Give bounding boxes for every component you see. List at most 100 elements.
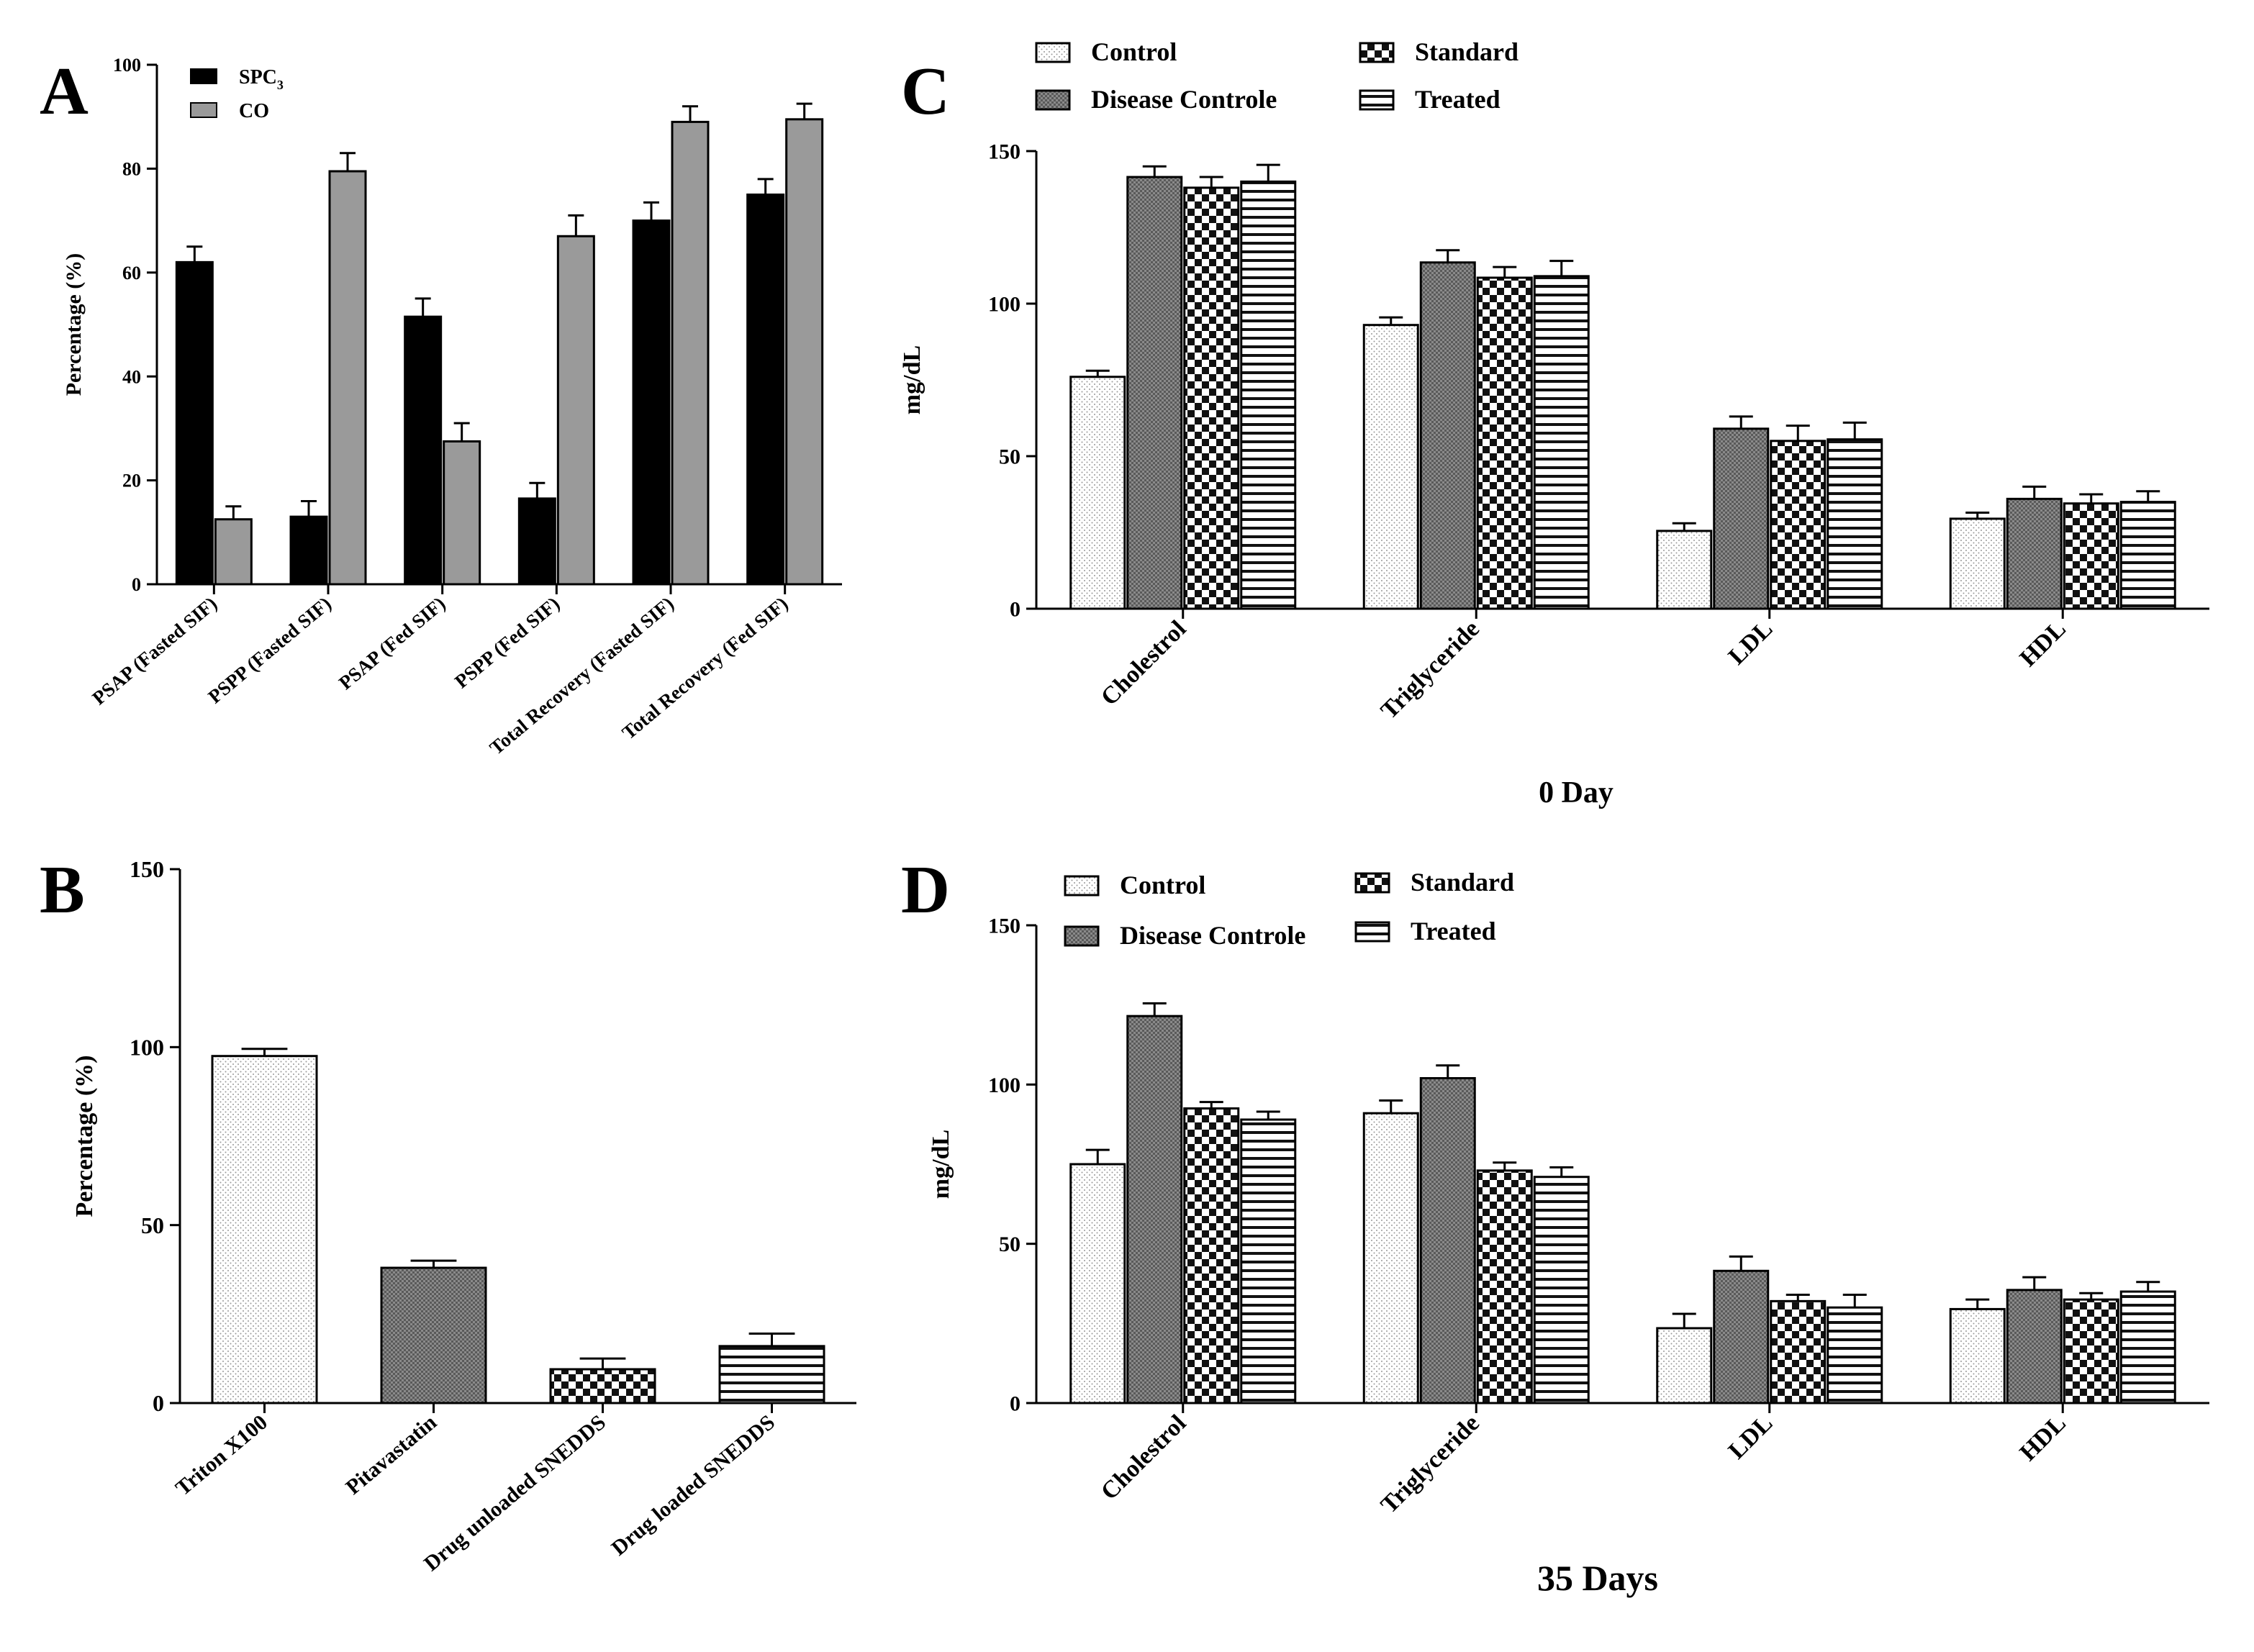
x-tick-label: PSAP (Fasted SIF)	[88, 593, 221, 709]
x-tick-label: Cholestrol	[1096, 615, 1192, 711]
bar-treated-hdl	[2119, 1290, 2176, 1404]
bar-disease-controle-cholestrol	[1126, 176, 1183, 610]
legend-label-control: Control	[1120, 871, 1205, 899]
legend-label-control: Control	[1091, 37, 1177, 66]
bar-control-hdl	[1949, 1307, 2006, 1404]
bar-disease-controle-triglyceride	[1419, 1076, 1476, 1404]
x-tick-label: Total Recovery (Fasted SIF)	[486, 593, 678, 759]
y-tick-label: 100	[113, 55, 141, 76]
bar-control-ldl	[1656, 1327, 1713, 1404]
bar-control-cholestrol	[1069, 376, 1126, 610]
x-tick-label: Triglyceride	[1376, 615, 1485, 724]
bar-co-psap-fed-sif	[443, 440, 481, 586]
x-tick-label: Triton X100	[171, 1410, 272, 1500]
bar-co-psap-fasted-sif	[214, 518, 253, 586]
bar-spc-total-recovery-fed-sif	[746, 194, 785, 586]
y-tick-label: 0	[1010, 1392, 1020, 1416]
x-tick-label: LDL	[1724, 1410, 1778, 1464]
x-axis-title: 35 Days	[1537, 1558, 1658, 1598]
y-tick-label: 150	[130, 856, 164, 882]
y-tick-label: 50	[141, 1212, 164, 1238]
bar-pitavastatin-pitavastatin	[380, 1266, 487, 1404]
legend-swatch-standard	[1359, 42, 1395, 63]
legend-swatch-disease-controle	[1064, 925, 1100, 947]
x-tick-label: PSPP (Fed SIF)	[451, 593, 564, 693]
bar-standard-hdl	[2063, 1298, 2119, 1404]
bar-disease-controle-ldl	[1713, 427, 1770, 610]
bar-treated-ldl	[1827, 438, 1883, 610]
y-tick-label: 0	[153, 1390, 164, 1416]
bar-disease-controle-hdl	[2006, 497, 2063, 610]
x-tick-label: HDL	[2015, 1410, 2071, 1466]
bar-disease-controle-hdl	[2006, 1289, 2063, 1404]
panel-label-b: B	[40, 853, 85, 927]
panel-label-d: D	[901, 853, 950, 927]
chart-panel-b: 0 50 100 150 Percentage (%) Triton X100 Pitava…	[71, 856, 856, 1576]
y-axis-label: Percentage (%)	[62, 253, 86, 396]
bar-control-triglyceride	[1362, 324, 1419, 610]
bar-treated-hdl	[2119, 501, 2176, 610]
legend-label-standard: Standard	[1411, 868, 1514, 897]
legend-swatch-standard	[1354, 872, 1390, 894]
y-tick-label: 100	[988, 293, 1020, 317]
bar-control-ldl	[1656, 530, 1713, 610]
legend-swatch-spc3	[190, 68, 217, 84]
legend-swatch-control	[1035, 42, 1071, 63]
bar-spc-pspp-fed-sif	[517, 497, 556, 586]
y-tick-label: 100	[988, 1074, 1020, 1097]
bar-treated-triglyceride	[1533, 275, 1590, 610]
legend-label-disease-controle: Disease Controle	[1091, 85, 1277, 114]
x-axis-title: 0 Day	[1539, 776, 1613, 809]
bar-spc-pspp-fasted-sif	[289, 515, 328, 586]
bar-standard-triglyceride	[1476, 276, 1533, 610]
panel-label-a: A	[40, 54, 89, 129]
legend-label-standard: Standard	[1415, 37, 1518, 66]
bar-treated-ldl	[1827, 1306, 1883, 1404]
bar-co-pspp-fasted-sif	[328, 170, 367, 586]
bar-spc-psap-fed-sif	[404, 315, 443, 586]
y-tick-label: 40	[122, 366, 141, 387]
bar-standard-ldl	[1770, 440, 1827, 610]
y-tick-label: 60	[122, 263, 141, 283]
y-tick-label: 150	[988, 140, 1020, 164]
bar-standard-triglyceride	[1476, 1169, 1533, 1404]
y-tick-label: 0	[1010, 598, 1020, 622]
x-tick-label: PSAP (Fed SIF)	[335, 593, 449, 694]
legend-label-co: CO	[239, 100, 269, 122]
bar-standard-cholestrol	[1183, 186, 1240, 610]
bar-control-cholestrol	[1069, 1163, 1126, 1404]
bar-disease-controle-triglyceride	[1419, 261, 1476, 610]
x-tick-label: Triglyceride	[1376, 1410, 1485, 1518]
legend-swatch-control	[1064, 875, 1100, 897]
y-tick-label: 20	[122, 471, 141, 491]
bar-standard-cholestrol	[1183, 1107, 1240, 1404]
y-axis-label: Percentage (%)	[71, 1056, 98, 1217]
y-axis-label: mg/dL	[928, 1130, 954, 1199]
legend-label-treated: Treated	[1411, 917, 1496, 945]
bar-disease-controle-cholestrol	[1126, 1015, 1183, 1404]
y-tick-label: 150	[988, 914, 1020, 938]
bar-control-triglyceride	[1362, 1112, 1419, 1404]
legend-label-treated: Treated	[1415, 85, 1501, 114]
bar-control-hdl	[1949, 517, 2006, 610]
legend-swatch-co	[190, 102, 217, 118]
bar-treated-cholestrol	[1240, 180, 1297, 610]
bar-co-total-recovery-fed-sif	[785, 118, 824, 586]
bar-triton-x100-triton-x100	[211, 1055, 318, 1404]
y-axis-label: mg/dL	[899, 345, 925, 414]
bar-standard-ldl	[1770, 1299, 1827, 1404]
legend-swatch-treated	[1359, 89, 1395, 111]
legend-label-disease-controle: Disease Controle	[1120, 921, 1305, 950]
x-tick-label: Cholestrol	[1096, 1410, 1192, 1505]
y-tick-label: 100	[130, 1035, 164, 1061]
legend-swatch-disease-controle	[1035, 89, 1071, 111]
bar-standard-hdl	[2063, 502, 2119, 610]
bar-drug-unloaded-snedds-drug-unloaded-snedds	[549, 1368, 656, 1404]
bar-treated-cholestrol	[1240, 1118, 1297, 1404]
x-tick-label: LDL	[1724, 615, 1778, 670]
y-tick-label: 80	[122, 159, 141, 180]
bar-disease-controle-ldl	[1713, 1269, 1770, 1404]
panel-label-c: C	[901, 54, 950, 129]
bar-co-pspp-fed-sif	[556, 235, 595, 586]
